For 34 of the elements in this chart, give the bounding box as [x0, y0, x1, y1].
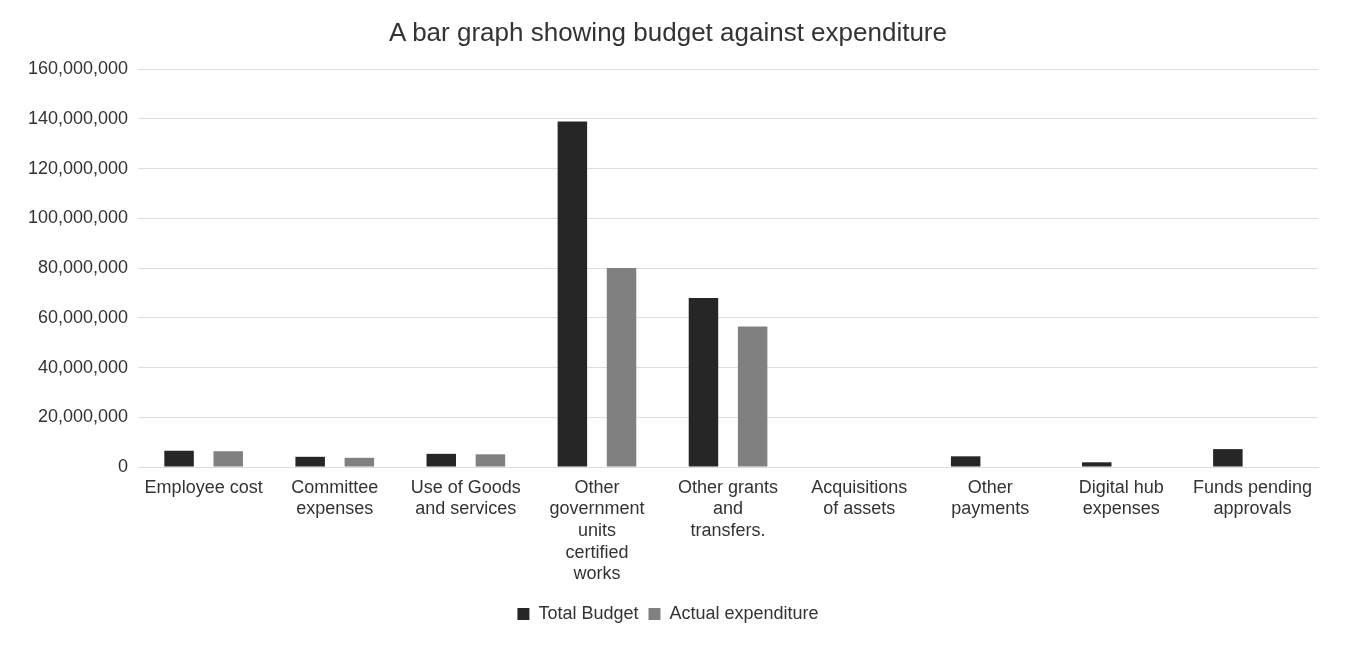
bar: [606, 268, 637, 467]
y-tick-label: 20,000,000: [38, 406, 129, 427]
bar: [1213, 449, 1243, 467]
y-tick-label: 160,000,000: [27, 58, 129, 79]
legend-label: Actual expenditure: [669, 602, 819, 623]
bar: [737, 326, 768, 467]
y-tick-label: 100,000,000: [27, 207, 129, 228]
x-tick-label: Other government units certified works: [549, 476, 645, 584]
bar: [213, 451, 243, 467]
bar: [475, 454, 506, 467]
bar: [1082, 462, 1112, 467]
x-tick-label: Other payments: [951, 476, 1030, 519]
x-tick-label: Other grants and transfers.: [678, 476, 779, 540]
bar: [344, 457, 375, 467]
y-tick-label: 0: [118, 455, 129, 476]
x-tick-label: Funds pending approvals: [1192, 476, 1312, 519]
y-tick-label: 60,000,000: [38, 306, 129, 327]
bar: [950, 456, 981, 467]
x-tick-label: Digital hub expenses: [1078, 476, 1164, 519]
bar: [688, 297, 719, 467]
bar: [557, 121, 588, 467]
y-tick-label: 40,000,000: [38, 356, 129, 377]
bar: [164, 450, 194, 467]
y-tick-label: 80,000,000: [38, 257, 129, 278]
bar: [295, 456, 325, 467]
x-tick-label: Acquisitions of assets: [811, 476, 908, 519]
y-tick-label: 140,000,000: [27, 107, 129, 128]
x-tick-label: Employee cost: [144, 476, 263, 497]
x-tick-label: Use of Goods and services: [410, 476, 521, 519]
chart-title: A bar graph showing budget against expenditure: [389, 16, 947, 47]
x-tick-label: Committee expenses: [291, 476, 379, 519]
y-tick-label: 120,000,000: [27, 157, 129, 178]
bar: [426, 453, 457, 467]
legend-label: Total Budget: [538, 602, 639, 623]
